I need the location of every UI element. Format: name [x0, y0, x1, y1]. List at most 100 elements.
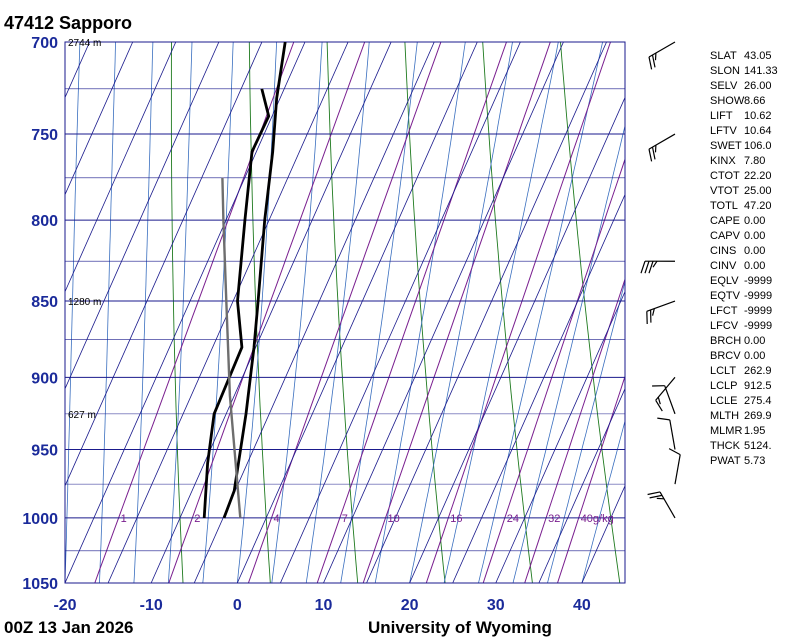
index-key: CINV	[710, 260, 737, 272]
height-label: 1280 m	[68, 297, 101, 308]
index-key: EQTV	[710, 290, 740, 302]
index-value: 912.5	[744, 380, 772, 392]
pressure-tick-label: 800	[31, 213, 58, 230]
mixing-ratio-label: 1	[121, 513, 127, 525]
isotherm	[65, 42, 134, 196]
index-value: 106.0	[744, 140, 772, 152]
index-key: CAPE	[710, 215, 740, 227]
wind-barb-flag	[649, 494, 663, 499]
isotherm	[65, 42, 90, 99]
wind-barb-flag	[644, 261, 650, 274]
index-key: CINS	[710, 245, 737, 257]
wind-barb-flag	[651, 54, 656, 68]
wind-barb-staff	[659, 491, 676, 519]
wind-barb-flag	[657, 397, 661, 405]
moist-adiabats	[65, 42, 625, 583]
index-key: EQLV	[710, 275, 739, 287]
wind-barb-flag	[655, 399, 663, 412]
dry-adiabat	[638, 42, 707, 583]
index-key: MLMR	[710, 425, 743, 437]
index-key: SHOW	[710, 95, 745, 107]
wind-barb-flag	[647, 491, 661, 496]
moist-adiabat	[168, 42, 193, 583]
isotherm	[0, 42, 3, 583]
wind-barb-flag	[668, 448, 681, 456]
index-row: EQLV -9999	[710, 274, 778, 289]
index-row: VTOT 25.00	[710, 184, 778, 199]
isotherm	[280, 42, 521, 583]
index-value: 10.64	[744, 125, 772, 137]
index-row: LCLE 275.4	[710, 394, 778, 409]
index-value: 10.62	[744, 110, 772, 122]
mixing-ratio-label: 32	[548, 513, 560, 525]
index-value: 0.00	[744, 350, 766, 362]
height-label: 627 m	[68, 410, 96, 421]
pressure-tick-label: 850	[31, 294, 58, 311]
index-key: LFCV	[710, 320, 739, 332]
isotherm	[65, 42, 263, 487]
index-value: 141.33	[744, 65, 778, 77]
wind-barb-staff	[669, 419, 676, 450]
wind-barb	[647, 491, 676, 519]
index-row: LIFT 10.62	[710, 109, 778, 124]
index-key: LFCT	[710, 305, 738, 317]
parcel-profile	[221, 177, 242, 519]
pressure-tick-label: 900	[31, 370, 58, 387]
mixing-ratio-line	[425, 42, 611, 583]
index-value: 22.20	[744, 170, 772, 182]
wind-barb	[668, 448, 681, 485]
index-key: CTOT	[710, 170, 740, 182]
moist-adiabat	[99, 42, 116, 583]
index-key: CAPV	[710, 230, 740, 242]
index-value: 0.00	[744, 245, 766, 257]
index-row: MLMR 1.95	[710, 424, 778, 439]
index-row: EQTV -9999	[710, 289, 778, 304]
index-row: LFCT -9999	[710, 304, 778, 319]
moist-adiabat	[581, 419, 625, 583]
wind-barb-flag	[651, 146, 656, 160]
mixing-ratio-line	[362, 42, 551, 583]
index-value: 43.05	[744, 50, 772, 62]
isotherm	[366, 42, 607, 583]
thermodynamic-guide-lines	[0, 42, 800, 583]
dry-adiabat	[482, 42, 533, 583]
index-row: LCLT 262.9	[710, 364, 778, 379]
index-row: CAPE 0.00	[710, 214, 778, 229]
temperature-tick-label: -20	[53, 597, 76, 614]
index-key: LCLP	[710, 380, 738, 392]
credit-label: University of Wyoming	[368, 618, 552, 637]
moist-adiabat	[133, 42, 154, 583]
mixing-ratio-line	[557, 374, 625, 583]
isotherm	[65, 42, 220, 390]
index-row: CINS 0.00	[710, 244, 778, 259]
temperature-profile	[222, 42, 287, 519]
dry-adiabat	[170, 42, 184, 583]
index-row: LFCV -9999	[710, 319, 778, 334]
index-key: LIFT	[710, 110, 733, 122]
mixing-ratio-lines	[94, 42, 625, 583]
chart-title: 47412 Sapporo	[4, 13, 132, 33]
moist-adiabat	[340, 42, 418, 583]
index-row: SWET 106.0	[710, 139, 778, 154]
wind-barb	[652, 385, 676, 415]
index-key: SLAT	[710, 50, 737, 62]
mixing-ratio-label: 2	[194, 513, 200, 525]
pressure-tick-label: 1050	[22, 576, 58, 593]
wind-barb-flag	[652, 260, 658, 268]
isotherm	[107, 42, 349, 583]
wind-barb-staff	[648, 133, 676, 150]
dry-adiabat	[794, 42, 800, 583]
moist-adiabat	[374, 42, 466, 583]
index-value: 5124.	[744, 440, 772, 452]
index-row: SLON 141.33	[710, 64, 778, 79]
isotherm	[236, 42, 478, 583]
temperature-tick-label: 40	[573, 597, 591, 614]
index-key: TOTL	[710, 200, 738, 212]
index-row: PWAT 5.73	[710, 454, 778, 469]
index-row: TOTL 47.20	[710, 199, 778, 214]
wind-barb	[640, 260, 676, 274]
isotherm	[65, 42, 306, 583]
index-key: MLTH	[710, 410, 740, 422]
isotherm	[538, 387, 625, 583]
